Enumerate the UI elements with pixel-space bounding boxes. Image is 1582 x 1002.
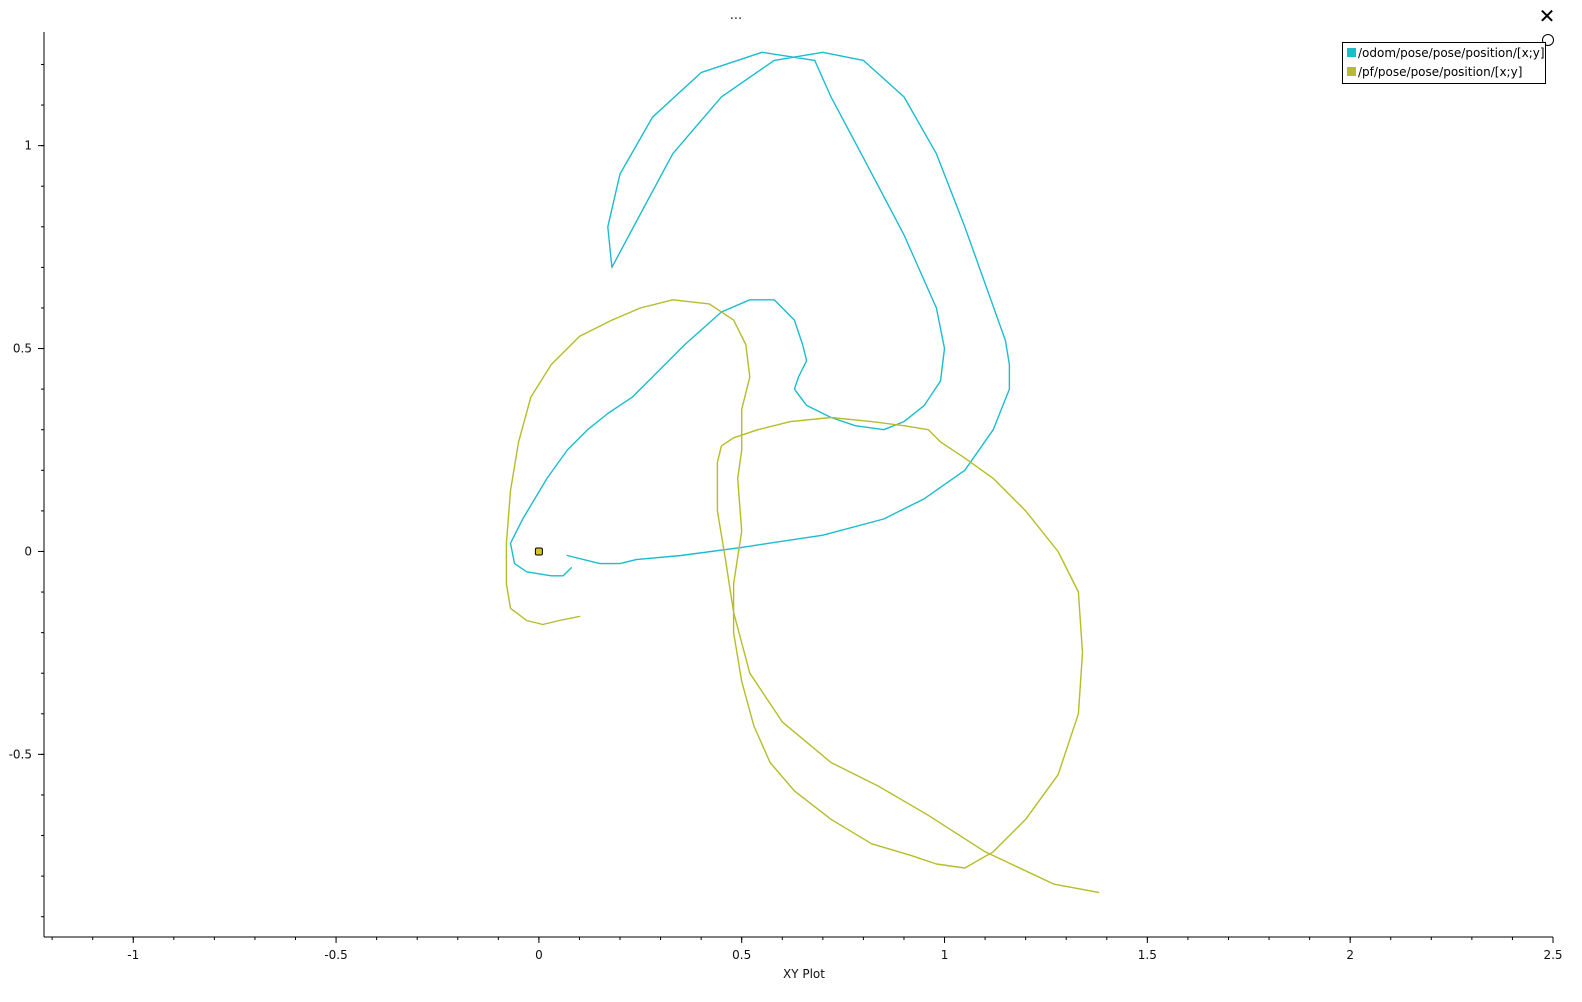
x-tick-label: 2.5 [1543, 948, 1562, 962]
legend-swatch [1347, 67, 1356, 76]
x-tick-label: 2 [1346, 948, 1354, 962]
legend[interactable]: /odom/pose/pose/position/[x;y] /pf/pose/… [1342, 42, 1546, 84]
legend-item-pf[interactable]: /pf/pose/pose/position/[x;y] [1343, 62, 1545, 81]
y-tick-label: 0 [24, 544, 32, 558]
legend-item-odom[interactable]: /odom/pose/pose/position/[x;y] [1343, 43, 1545, 62]
axes: -1 -0.5 0 0.5 1 1.5 2 2.5 1 0.5 0 -0.5 [9, 32, 1563, 962]
y-tick-label: 0.5 [13, 342, 32, 356]
x-tick-label: 0 [535, 948, 543, 962]
series-layer [505, 51, 1100, 894]
plot-title: ... [729, 8, 743, 23]
x-tick-label: 1.5 [1138, 948, 1157, 962]
x-tick-label: 0.5 [732, 948, 751, 962]
x-tick-label: -1 [127, 948, 139, 962]
origin-marker [534, 547, 543, 556]
y-tick-label: 1 [24, 139, 32, 153]
marker-layer [534, 547, 543, 556]
legend-label: /pf/pose/pose/position/[x;y] [1358, 64, 1523, 79]
x-axis-label: XY Plot [783, 967, 825, 981]
legend-label: /odom/pose/pose/position/[x;y] [1358, 45, 1545, 60]
close-icon[interactable]: ✕ [1538, 4, 1556, 28]
series-line-pf [505, 299, 1100, 894]
legend-swatch [1347, 48, 1356, 57]
x-tick-label: 1 [941, 948, 949, 962]
y-tick-label: -0.5 [9, 747, 32, 761]
x-tick-label: -0.5 [324, 948, 347, 962]
series-line-odom [509, 51, 1011, 577]
